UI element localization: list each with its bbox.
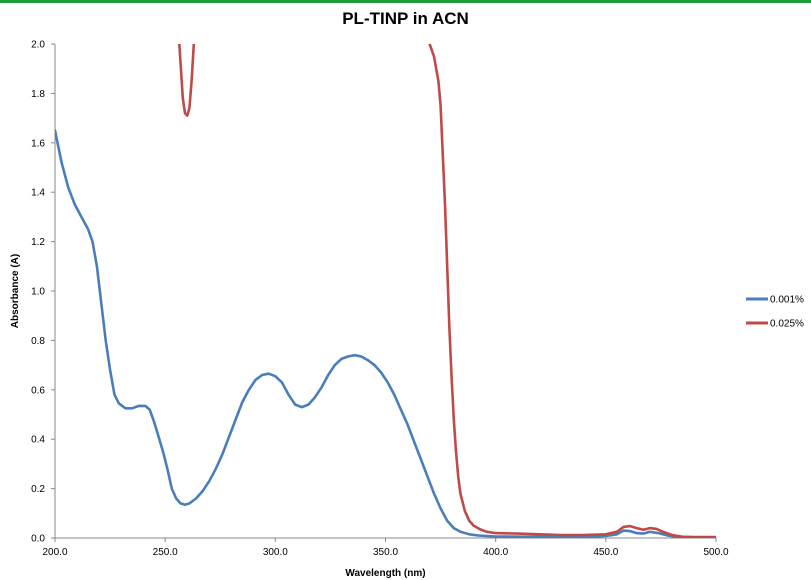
x-tick-label: 200.0 — [42, 547, 67, 558]
x-tick-label: 300.0 — [263, 547, 288, 558]
series-line-1 — [55, 129, 716, 538]
plot-area: 0.0 0.2 0.4 0.6 0.8 1.0 1.2 1.4 1.6 1.8 2.0 200.0 25… — [31, 40, 729, 559]
x-tick-label: 500.0 — [703, 547, 728, 558]
y-tick-label: 1.6 — [31, 138, 45, 149]
x-axis-label: Wavelength (nm) — [345, 568, 425, 579]
x-tick-label: 450.0 — [593, 547, 618, 558]
top-border-line — [0, 0, 811, 3]
series-line-2 — [178, 44, 196, 117]
y-tick-label: 0.6 — [31, 385, 45, 396]
x-tick-label: 400.0 — [483, 547, 508, 558]
y-axis-label: Absorbance (A) — [10, 254, 21, 328]
x-tick-label: 350.0 — [373, 547, 398, 558]
legend: 0.001% 0.025% — [746, 295, 804, 330]
y-tick-label: 1.0 — [31, 287, 45, 298]
legend-label-2: 0.025% — [770, 319, 804, 330]
y-tick-label: 1.8 — [31, 89, 45, 100]
chart-title: PL-TINP in ACN — [342, 9, 469, 28]
y-tick-label: 2.0 — [31, 40, 45, 51]
legend-label-1: 0.001% — [770, 295, 804, 306]
series-line-2 — [428, 44, 716, 538]
y-tick-label: 0.2 — [31, 484, 45, 495]
y-tick-label: 1.2 — [31, 237, 45, 248]
x-tick-label: 250.0 — [153, 547, 178, 558]
y-tick-label: 1.4 — [31, 188, 45, 199]
y-tick-label: 0.4 — [31, 435, 45, 446]
y-tick-label: 0.0 — [31, 534, 45, 545]
y-tick-label: 0.8 — [31, 336, 45, 347]
